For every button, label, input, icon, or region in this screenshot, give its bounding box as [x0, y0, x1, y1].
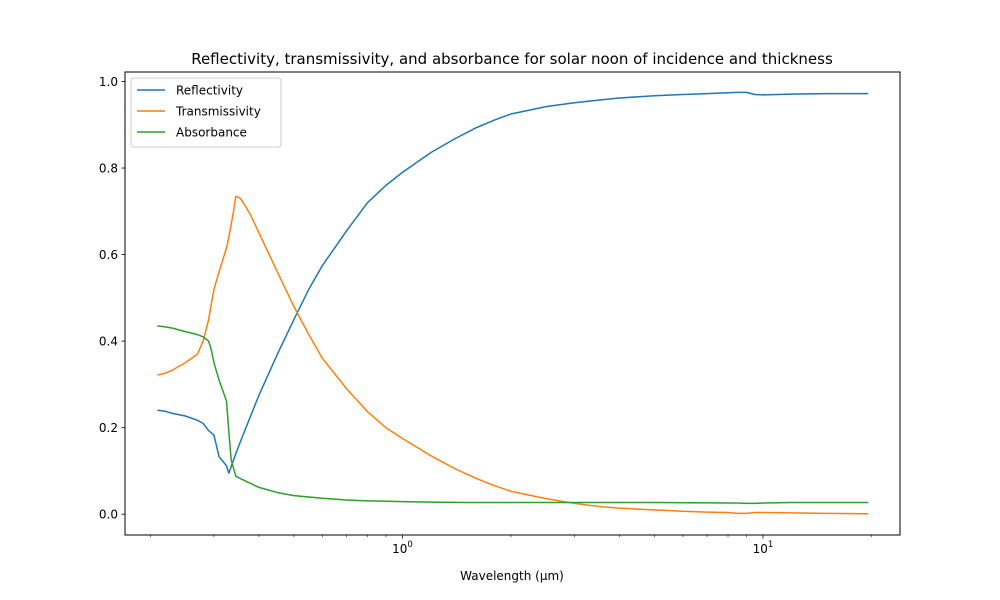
- y-tick-label: 0.8: [99, 161, 118, 175]
- x-axis-label: Wavelength (μm): [460, 569, 564, 583]
- series-lines: [157, 91, 869, 515]
- y-tick-label: 0.4: [99, 334, 118, 348]
- series-line-transmissivity: [157, 195, 869, 515]
- y-tick-label: 0.2: [99, 421, 118, 435]
- legend-label-transmissivity: Transmissivity: [175, 104, 261, 118]
- legend-label-absorbance: Absorbance: [176, 125, 247, 139]
- legend-box: [130, 77, 282, 148]
- legend-label-reflectivity: Reflectivity: [176, 83, 243, 97]
- series-line-reflectivity: [157, 91, 869, 474]
- plot-frame: [124, 71, 901, 536]
- y-tick-label: 1.0: [99, 75, 118, 89]
- y-tick-label: 0.6: [99, 248, 118, 262]
- legend: Reflectivity Transmissivity Absorbance: [130, 77, 282, 148]
- x-tick-label: 100: [392, 540, 413, 556]
- x-tick-label: 101: [753, 540, 774, 556]
- series-line-absorbance: [157, 325, 869, 505]
- chart-title: Reflectivity, transmissivity, and absorb…: [191, 50, 833, 68]
- y-tick-label: 0.0: [99, 508, 118, 522]
